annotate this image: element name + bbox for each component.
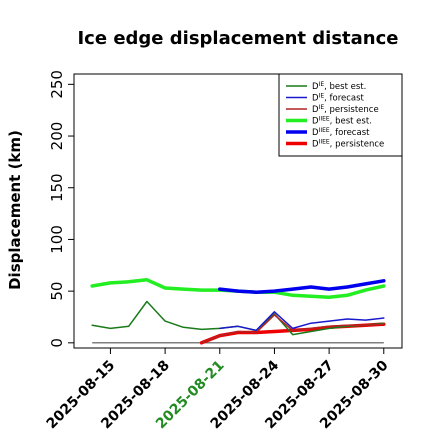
legend-label: DIIEE, forecast [312,127,370,138]
legend-label: DIE, persistence [312,104,379,115]
y-tick-label: 50 [48,282,66,301]
legend-label: DIIEE, persistence [312,139,384,150]
y-axis: 0 50 100 150 200 250 [48,70,74,348]
series-line-5 [218,279,386,294]
plot-frame [73,73,403,349]
series-line-3 [200,314,385,344]
legend-label: DIE, best est. [312,81,366,92]
legend-label: DIE, forecast [312,93,365,104]
series-line-2 [219,311,385,332]
y-axis-label: Displacement (km) [6,130,24,290]
chart-title: Ice edge displacement distance [77,28,398,49]
y-tick-label: 0 [48,338,66,348]
plot-area [90,278,386,345]
y-tick-label: 200 [48,122,66,151]
y-tick-label: 250 [48,70,66,99]
legend-label: DIIEE, best est. [312,116,372,127]
y-tick-label: 150 [48,173,66,202]
y-tick-label: 100 [48,225,66,254]
